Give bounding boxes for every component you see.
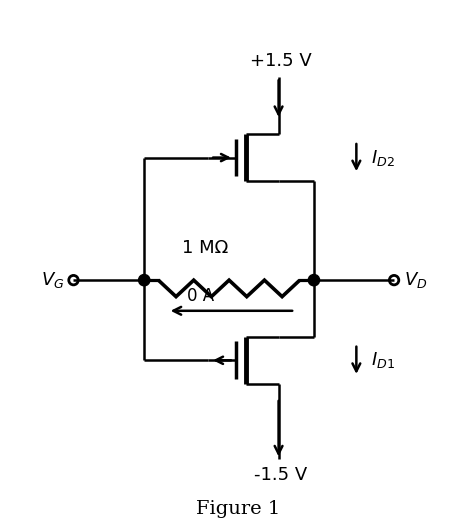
Text: $V_G$: $V_G$ (40, 270, 64, 290)
Text: 0 A: 0 A (186, 287, 213, 305)
Text: +1.5 V: +1.5 V (249, 52, 311, 70)
Text: -1.5 V: -1.5 V (254, 467, 307, 484)
Circle shape (307, 275, 319, 286)
Text: $V_D$: $V_D$ (403, 270, 426, 290)
Text: 1 MΩ: 1 MΩ (182, 238, 228, 256)
Text: $I_{D2}$: $I_{D2}$ (370, 147, 394, 168)
Text: $I_{D1}$: $I_{D1}$ (370, 350, 394, 370)
Text: Figure 1: Figure 1 (196, 500, 280, 518)
Circle shape (138, 275, 149, 286)
